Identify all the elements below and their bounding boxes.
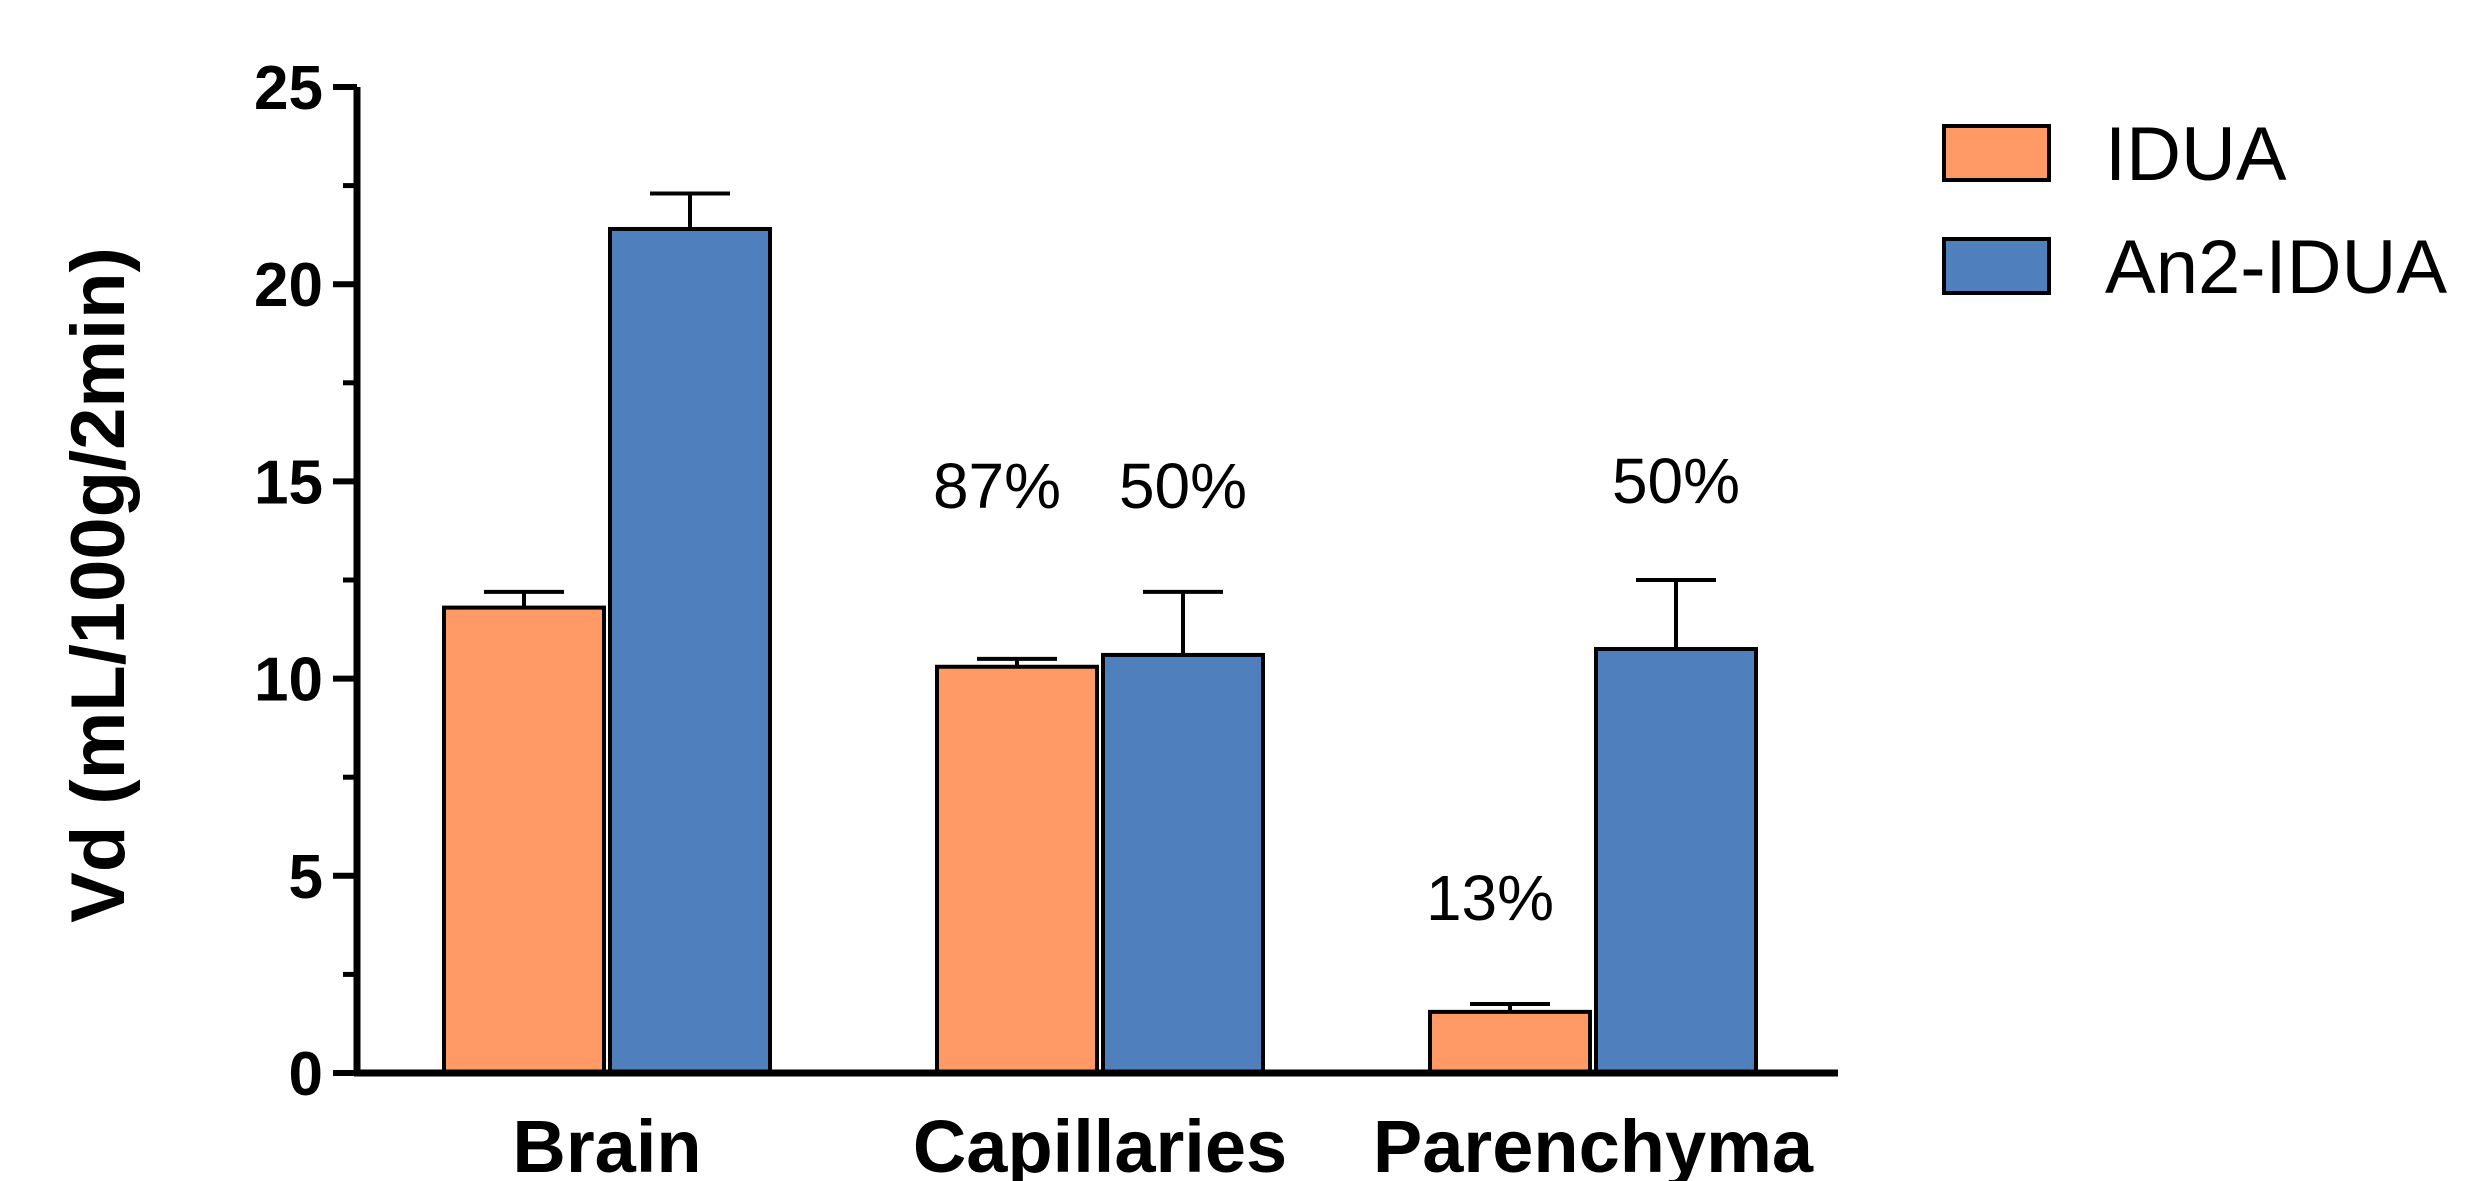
- bar-idua-brain: [442, 605, 606, 1075]
- x-tick-label-parenchyma: Parenchyma: [1373, 1105, 1814, 1181]
- y-tick-label-10: 10: [254, 646, 323, 715]
- x-tick-label-capillaries: Capillaries: [913, 1105, 1287, 1181]
- bar-an2-idua-brain: [608, 226, 772, 1075]
- y-axis-label-group: Vd (mL/100g/2min): [56, 247, 141, 923]
- y-axis-label: Vd (mL/100g/2min): [56, 247, 141, 923]
- legend: IDUA An2-IDUA: [1942, 112, 2447, 310]
- legend-item-an2-idua: An2-IDUA: [1942, 225, 2447, 310]
- legend-label-an2-idua: An2-IDUA: [2105, 225, 2447, 310]
- annotation-idua-capillaries: 87%: [933, 450, 1061, 522]
- bar-an2-idua-parenchyma: [1594, 647, 1758, 1076]
- annotation-an2-idua-parenchyma: 50%: [1612, 445, 1740, 517]
- annotations-layer: 87% 13% 50% 50%: [933, 445, 1740, 934]
- y-tick-label-25: 25: [254, 54, 323, 123]
- annotation-idua-parenchyma: 13%: [1426, 862, 1554, 934]
- x-tick-label-brain: Brain: [512, 1105, 701, 1181]
- bar-an2-idua-capillaries: [1101, 652, 1265, 1075]
- y-tick-label-5: 5: [289, 843, 323, 912]
- legend-swatch-an2-idua: [1942, 237, 2051, 295]
- y-tick-label-20: 20: [254, 251, 323, 320]
- bars-layer: [442, 191, 1758, 1076]
- y-tick-label-15: 15: [254, 448, 323, 517]
- bar-idua-parenchyma: [1428, 1009, 1592, 1075]
- legend-label-idua: IDUA: [2105, 112, 2287, 197]
- axes-layer: 0 5 10 15 20 25 Brain Capillaries Parenchyma: [254, 54, 1838, 1181]
- y-tick-label-0: 0: [289, 1040, 323, 1109]
- bar-idua-capillaries: [935, 664, 1099, 1075]
- legend-swatch-idua: [1942, 124, 2051, 182]
- legend-item-idua: IDUA: [1942, 112, 2287, 197]
- annotation-an2-idua-capillaries: 50%: [1119, 450, 1247, 522]
